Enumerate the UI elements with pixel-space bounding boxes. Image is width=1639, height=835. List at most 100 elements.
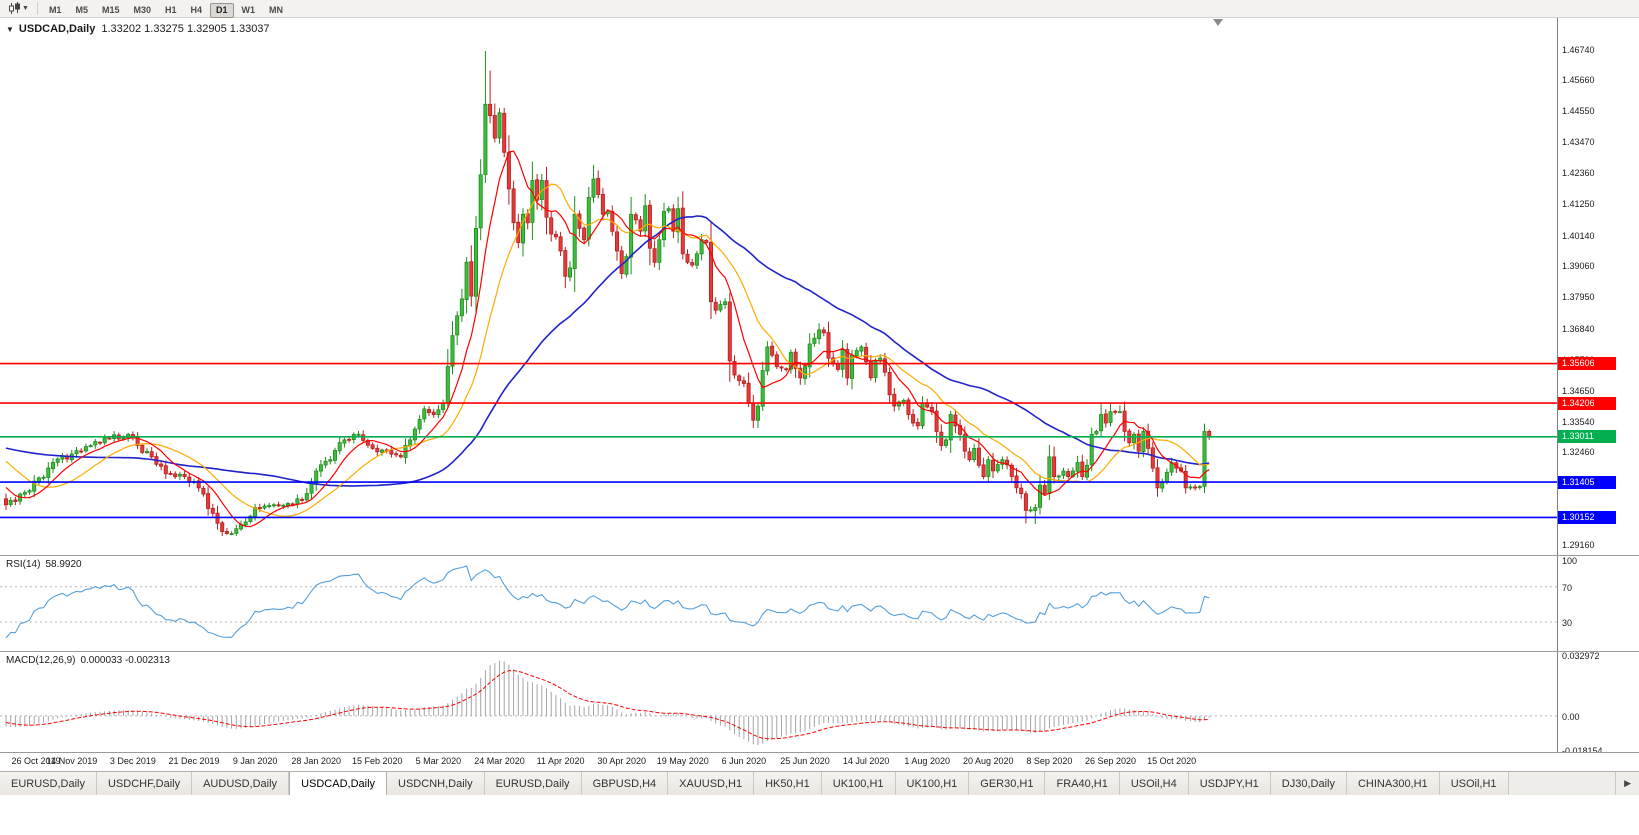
date-axis-label: 24 Mar 2020 [474,756,525,766]
price-axis-label: 1.42360 [1562,168,1595,179]
macd-signal-line [5,669,1210,740]
date-axis-label: 21 Dec 2019 [168,756,220,766]
macd-axis-label: 0.032972 [1562,650,1600,661]
rsi-value: 58.9920 [45,559,82,570]
date-axis-label: 30 Apr 2020 [597,756,646,766]
panel-divider [0,555,1639,556]
timeframe-button-d1[interactable]: D1 [210,2,234,18]
toolbar-separator [36,2,38,15]
date-axis-label: 9 Jan 2020 [232,756,278,766]
candlestick-icon [9,2,20,14]
date-axis-label: 26 Sep 2020 [1084,756,1137,766]
timeframe-button-w1[interactable]: W1 [236,3,262,18]
chart-tab-eurusd-daily-0[interactable]: EURUSD,Daily [0,772,97,795]
date-axis-label: 6 Jun 2020 [721,756,767,766]
price-axis-label: 1.40140 [1562,230,1595,241]
time-scale[interactable]: 26 Oct 2019 14 Nov 2019 3 Dec 2019 21 Dec 2… [0,753,1639,770]
chart-tab-gbpusd-h4-6[interactable]: GBPUSD,H4 [581,772,669,795]
ohlc-values: 1.33202 1.33275 1.32905 1.33037 [101,23,270,35]
chart-tab-ger30-h1-11[interactable]: GER30,H1 [969,772,1046,795]
date-axis-label: 5 Mar 2020 [415,756,462,766]
date-axis-label: 11 Apr 2020 [536,756,585,766]
timeframe-button-m1[interactable]: M1 [43,3,68,18]
timeframe-button-h4[interactable]: H4 [185,3,209,18]
price-axis-label: 1.44550 [1562,106,1595,117]
macd-axis-label: 0.00 [1562,711,1580,722]
rsi-label: RSI(14) 58.9920 [6,559,82,570]
chart-type-dropdown[interactable]: ▼ [4,1,33,16]
date-axis-label: 25 Jun 2020 [780,756,830,766]
chart-tab-usdcad-daily-3[interactable]: USDCAD,Daily [289,772,388,795]
chart-tab-bar: EURUSD,Daily USDCHF,Daily AUDUSD,Daily USDC… [0,771,1639,795]
chart-tab-hk50-h1-8[interactable]: HK50,H1 [754,772,822,795]
price-axis-label: 1.46740 [1562,44,1595,55]
macd-axis-label: -0.018154 [1562,745,1603,756]
symbol-period-label: USDCAD,Daily [18,23,96,35]
date-axis-label: 19 May 2020 [656,756,709,766]
date-axis-label: 28 Jan 2020 [291,756,341,766]
price-level-badge-1.35606: 1.35606 [1558,357,1616,371]
chart-tab-usoil-h4-13[interactable]: USOil,H4 [1119,772,1189,795]
toolbar: ▼ M1 M5 M15 M30 H1 H4 D1 W1 MN [0,0,1639,18]
price-level-badge-1.34206: 1.34206 [1558,396,1616,410]
date-axis-label: 20 Aug 2020 [963,756,1014,766]
main-price-chart[interactable]: ▼ USDCAD,Daily 1.33202 1.33275 1.32905 1.3… [0,18,1639,555]
tab-scroll-right-icon[interactable]: ▶ [1615,772,1639,795]
rsi-line [5,565,1210,639]
price-axis-label: 1.36840 [1562,323,1595,334]
chart-tab-uk100-h1-10[interactable]: UK100,H1 [895,772,970,795]
price-axis-label: 1.43470 [1562,136,1595,147]
timeframe-button-m5[interactable]: M5 [69,3,94,18]
chart-tab-usoil-h1-17[interactable]: USOil,H1 [1439,772,1509,795]
chart-shift-marker[interactable] [1213,19,1224,26]
date-axis-label: 1 Aug 2020 [904,756,950,766]
date-axis-label: 14 Nov 2019 [46,756,98,766]
macd-canvas [0,652,1558,752]
candles [4,51,1212,537]
rsi-axis-label: 70 [1562,582,1573,593]
horizontal-levels[interactable] [0,362,1557,519]
quote-direction-icon: ▼ [6,25,14,34]
chart-title: ▼ USDCAD,Daily 1.33202 1.33275 1.32905 1.3… [6,23,270,35]
chart-tabs: EURUSD,Daily USDCHF,Daily AUDUSD,Daily USDC… [0,772,1615,795]
price-axis-label: 1.33540 [1562,416,1595,427]
chart-tab-audusd-daily-2[interactable]: AUDUSD,Daily [192,772,290,795]
chart-tab-usdchf-daily-1[interactable]: USDCHF,Daily [96,772,193,795]
timeframe-buttons: M1 M5 M15 M30 H1 H4 D1 W1 MN [42,0,290,18]
date-axis-label: 15 Feb 2020 [352,756,403,766]
timeframe-button-mn[interactable]: MN [263,3,289,18]
rsi-axis-label: 100 [1562,556,1578,567]
rsi-axis-label: 30 [1562,617,1573,628]
price-axis-label: 1.29160 [1562,540,1595,551]
price-axis-label: 1.41250 [1562,199,1595,210]
macd-indicator-panel[interactable]: MACD(12,26,9) 0.000033 -0.002313 0.032972… [0,650,1639,756]
price-axis-label: 1.39060 [1562,261,1595,272]
macd-histogram [5,660,1210,746]
price-axis-label: 1.32460 [1562,447,1595,458]
chevron-down-icon: ▼ [22,5,29,12]
price-level-badge-1.31405: 1.31405 [1558,475,1616,489]
timeframe-button-m30[interactable]: M30 [127,3,157,18]
price-axis-label: 1.37950 [1562,292,1595,303]
panel-divider [0,752,1639,753]
price-chart-canvas[interactable] [0,18,1639,555]
price-axis-label: 1.34650 [1562,385,1595,396]
rsi-canvas [0,556,1558,651]
chart-tab-uk100-h1-9[interactable]: UK100,H1 [821,772,896,795]
chart-tab-dj30-daily-15[interactable]: DJ30,Daily [1270,772,1347,795]
price-axis-label: 1.45660 [1562,75,1595,86]
chart-tab-xauusd-h1-7[interactable]: XAUUSD,H1 [668,772,755,795]
macd-label: MACD(12,26,9) 0.000033 -0.002313 [6,655,170,666]
macd-values: 0.000033 -0.002313 [80,655,170,666]
date-axis-label: 8 Sep 2020 [1026,756,1073,766]
timeframe-button-h1[interactable]: H1 [159,3,183,18]
moving-averages [5,150,1210,528]
rsi-indicator-panel[interactable]: RSI(14) 58.9920 100 70 30 [0,556,1639,651]
date-axis-label: 14 Jul 2020 [842,756,890,766]
chart-tab-usdcnh-daily-4[interactable]: USDCNH,Daily [387,772,485,795]
chart-tab-eurusd-daily-5[interactable]: EURUSD,Daily [484,772,582,795]
timeframe-button-m15[interactable]: M15 [96,3,126,18]
chart-tab-usdjpy-h1-14[interactable]: USDJPY,H1 [1188,772,1271,795]
chart-tab-fra40-h1-12[interactable]: FRA40,H1 [1045,772,1120,795]
chart-tab-china300-h1-16[interactable]: CHINA300,H1 [1346,772,1440,795]
